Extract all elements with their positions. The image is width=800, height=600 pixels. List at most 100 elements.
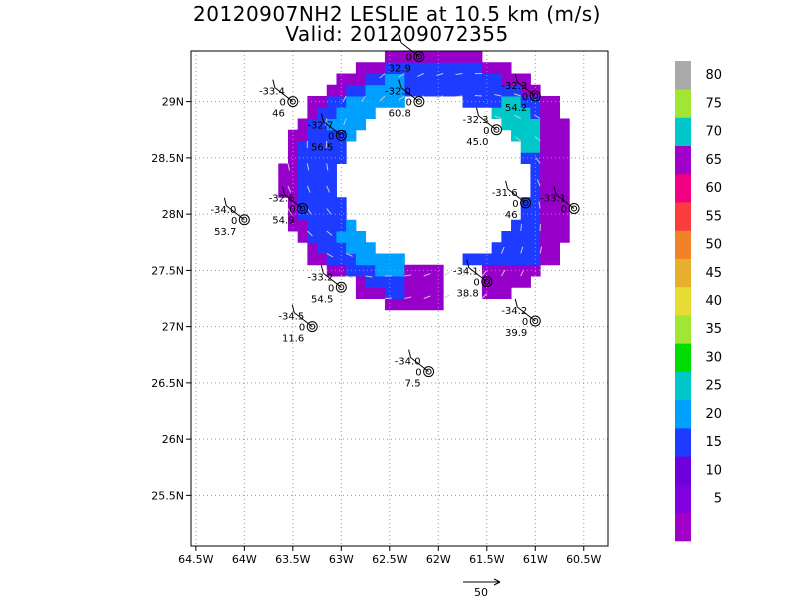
wind-cell	[355, 62, 367, 74]
wind-cell	[423, 276, 434, 288]
station-symbol-inner-icon	[532, 318, 539, 324]
wind-cell	[540, 141, 551, 153]
wind-cell	[423, 62, 434, 74]
wind-cell	[317, 163, 328, 176]
wind-cell	[326, 197, 337, 209]
wind-cell	[520, 197, 531, 209]
wind-barb-icon	[293, 312, 313, 328]
wind-barb-icon	[400, 42, 420, 58]
wind-arrow	[398, 73, 405, 78]
wind-cell	[297, 219, 308, 232]
wind-arrow	[306, 208, 312, 215]
colorbar-label: 75	[705, 96, 722, 111]
wind-arrow	[500, 269, 506, 277]
wind-arrow	[379, 73, 386, 79]
wind-cell	[501, 242, 512, 254]
x-tick-label: 62.5W	[372, 553, 407, 566]
wind-cell	[491, 264, 502, 277]
station-temperature: -33.1	[540, 194, 566, 205]
wind-cell	[549, 197, 561, 209]
wind-cell	[520, 152, 531, 164]
wind-cell	[452, 51, 464, 63]
colorbar-label: 65	[705, 153, 722, 168]
chart-valid-time: Valid: 201209072355	[285, 22, 509, 46]
wind-cell	[549, 141, 561, 153]
wind-cell	[384, 264, 396, 277]
station-wind: 0	[328, 131, 334, 142]
station-value: 32.9	[389, 64, 411, 75]
wind-cell	[530, 163, 541, 176]
wind-cell	[559, 129, 570, 142]
wind-cell	[317, 219, 328, 232]
wind-cell	[511, 96, 522, 108]
wind-cell	[375, 96, 386, 108]
station-symbol-icon	[297, 203, 309, 214]
wind-cell	[375, 287, 386, 299]
wind-cell	[472, 84, 483, 97]
colorbar-label: 60	[705, 181, 722, 196]
wind-cell	[346, 118, 357, 131]
wind-cell	[394, 51, 405, 63]
wind-cell	[307, 129, 318, 142]
x-tick-label: 64W	[232, 553, 257, 566]
station-symbol-inner-icon	[289, 98, 296, 105]
station-symbol-inner-icon	[571, 205, 578, 212]
wind-cell	[375, 276, 386, 288]
wind-cell	[326, 84, 337, 97]
station-temperature: -31.6	[492, 188, 518, 199]
station-wind: 0	[231, 216, 237, 227]
wind-cell	[355, 107, 367, 119]
wind-cell	[481, 62, 493, 74]
wind-arrow	[404, 274, 412, 277]
colorbar-swatch	[675, 61, 691, 90]
wind-cell	[549, 96, 561, 108]
wind-arrow	[436, 95, 444, 99]
wind-cell	[433, 51, 444, 63]
wind-arrow	[345, 253, 353, 257]
wind-cell	[501, 118, 512, 131]
colorbar-swatch	[675, 173, 691, 203]
wind-cell	[346, 231, 357, 243]
wind-arrow	[462, 293, 469, 299]
y-axis-ticks: 25.5N 26N 26.5N 27N 27.5N 28N 28.5N 29N	[151, 96, 191, 502]
wind-cell	[520, 96, 531, 108]
wind-cell	[307, 208, 318, 221]
wind-cell	[540, 231, 551, 243]
wind-barb-flag-icon	[272, 79, 276, 88]
wind-cell	[530, 141, 541, 153]
wind-cell	[297, 231, 308, 243]
wind-cell	[443, 62, 454, 74]
wind-cell	[355, 84, 367, 97]
colorbar-swatch	[675, 286, 691, 316]
wind-cell	[307, 231, 318, 243]
wind-arrow	[442, 271, 450, 277]
wind-barb-flag-icon	[408, 349, 412, 358]
wind-arrow	[287, 163, 290, 171]
wind-cell	[491, 84, 502, 97]
station-wind: 0	[279, 98, 285, 109]
wind-arrow	[539, 246, 543, 254]
station-temperature: -34.0	[210, 205, 236, 216]
wind-cell	[540, 174, 551, 187]
wind-arrow	[455, 73, 463, 76]
wind-cell	[297, 174, 308, 187]
wind-cell	[549, 253, 561, 266]
wind-cell	[462, 84, 473, 97]
wind-cell	[404, 73, 415, 86]
x-tick-label: 61.5W	[469, 553, 504, 566]
station-value: 11.6	[282, 334, 304, 345]
wind-cell	[297, 208, 308, 221]
wind-cell	[501, 62, 512, 74]
lat-lon-grid	[191, 51, 608, 546]
wind-cell	[520, 73, 531, 86]
plot-frame	[190, 50, 609, 547]
wind-cell	[540, 242, 551, 254]
wind-cell	[375, 84, 386, 97]
wind-cell	[481, 276, 493, 288]
station-symbol-inner-icon	[241, 216, 248, 223]
wind-arrow	[417, 95, 424, 100]
wind-arrow	[326, 208, 332, 215]
wind-cell	[511, 118, 522, 131]
colorbar-label: 10	[705, 463, 722, 478]
